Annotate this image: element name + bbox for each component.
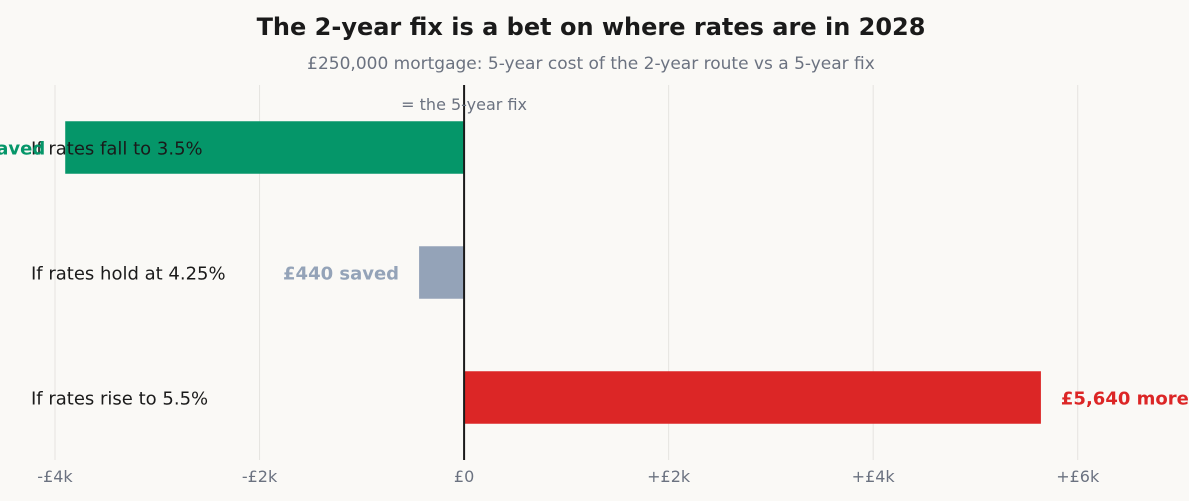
x-tick-label: +£2k <box>647 467 691 486</box>
chart-subtitle: £250,000 mortgage: 5-year cost of the 2-… <box>307 54 875 74</box>
reference-line-group: = the 5-year fix <box>401 85 527 460</box>
x-tick-label: +£4k <box>852 467 896 486</box>
category-label: If rates rise to 5.5% <box>31 389 208 410</box>
category-label: If rates hold at 4.25% <box>31 264 226 285</box>
x-tick-label: £0 <box>454 467 474 486</box>
bar <box>419 246 465 299</box>
category-label: If rates fall to 3.5% <box>31 139 203 160</box>
x-tick-label: +£6k <box>1056 467 1100 486</box>
chart-title: The 2-year fix is a bet on where rates a… <box>256 13 926 41</box>
bar <box>65 121 465 174</box>
reference-line-label: = the 5-year fix <box>401 95 527 114</box>
data-label: £440 saved <box>283 264 399 285</box>
bar <box>464 371 1041 424</box>
bars <box>65 121 1041 424</box>
data-label: £5,640 more <box>1061 389 1189 410</box>
data-label: £3,900 saved <box>0 139 45 160</box>
x-axis-ticks: -£4k -£2k £0 +£2k +£4k +£6k <box>37 467 1100 486</box>
labels: If rates fall to 3.5%£3,900 saved If rate… <box>0 139 1189 410</box>
x-tick-label: -£2k <box>242 467 278 486</box>
x-tick-label: -£4k <box>37 467 73 486</box>
